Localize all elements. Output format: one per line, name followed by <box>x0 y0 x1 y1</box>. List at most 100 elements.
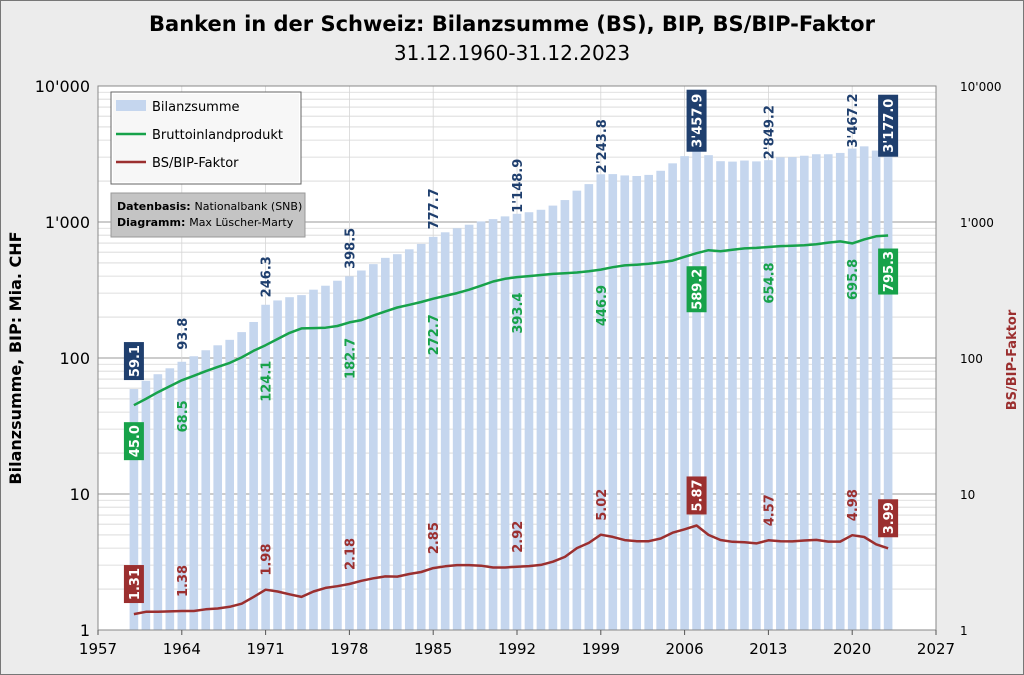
label-bs-bip-faktor-box <box>123 565 144 604</box>
label-bilanzsumme-group: 246.3 <box>260 256 275 297</box>
label-bilanzsumme-group: 3'467.2 <box>846 93 861 147</box>
label-bilanzsumme: 777.7 <box>427 188 442 229</box>
label-bs-bip-faktor: 4.57 <box>762 494 777 526</box>
label-bilanzsumme-box <box>123 342 144 381</box>
bar-bilanzsumme <box>381 257 390 630</box>
bar-bilanzsumme <box>692 148 701 631</box>
bar-bilanzsumme <box>632 175 642 630</box>
label-bilanzsumme-group: 3'177.0 <box>878 94 899 157</box>
label-bilanzsumme-group: 777.7 <box>427 188 442 229</box>
label-bs-bip-faktor-group: 1.31 <box>123 565 144 604</box>
bar-bilanzsumme <box>859 146 869 630</box>
label-bilanzsumme: 3'467.2 <box>846 93 861 147</box>
x-tick-label: 1957 <box>79 640 117 658</box>
label-bilanzsumme: 3'177.0 <box>882 99 897 153</box>
label-bruttoinlandprodukt: 393.4 <box>511 293 526 334</box>
x-tick-label: 1964 <box>163 640 201 658</box>
label-bruttoinlandprodukt-group: 124.1 <box>260 361 275 402</box>
line-bruttoinlandprodukt <box>133 234 889 407</box>
x-tick-label: 1999 <box>582 640 620 658</box>
bar-bilanzsumme <box>321 285 330 630</box>
y-tick-label-left: 10 <box>70 485 90 504</box>
bar-bilanzsumme <box>620 175 630 630</box>
y-tick-label-right: 1'000 <box>960 216 994 230</box>
label-bilanzsumme: 3'457.9 <box>691 94 706 148</box>
label-bruttoinlandprodukt: 695.8 <box>846 259 861 300</box>
x-tick-label: 1971 <box>247 640 285 658</box>
bar-bilanzsumme <box>680 156 689 630</box>
bar-bilanzsumme <box>189 356 199 630</box>
y-tick-label-left: 100 <box>59 349 90 368</box>
label-bruttoinlandprodukt: 654.8 <box>762 262 777 303</box>
label-bs-bip-faktor: 1.98 <box>260 544 275 576</box>
bar-bilanzsumme <box>333 280 342 630</box>
label-bilanzsumme-group: 59.1 <box>123 342 144 381</box>
label-bilanzsumme-box <box>686 89 707 152</box>
source-note-box <box>110 192 306 238</box>
label-bruttoinlandprodukt-box <box>123 422 144 461</box>
label-bs-bip-faktor-group: 4.57 <box>762 494 777 526</box>
y-tick-label-left: 10'000 <box>35 77 90 96</box>
bar-bilanzsumme <box>165 368 175 630</box>
label-bruttoinlandprodukt: 795.3 <box>882 251 897 292</box>
label-bs-bip-faktor-group: 4.98 <box>846 489 861 521</box>
bar-bilanzsumme <box>452 228 462 630</box>
bar-bilanzsumme <box>488 219 498 630</box>
label-bilanzsumme: 93.8 <box>176 318 191 350</box>
label-bs-bip-faktor: 4.98 <box>846 489 861 521</box>
bar-bilanzsumme <box>752 161 761 630</box>
source-note-key: Diagramm: <box>117 216 189 229</box>
bar-bilanzsumme <box>656 170 665 631</box>
line-bs-bip-faktor <box>133 524 889 616</box>
bar-bilanzsumme <box>404 249 414 631</box>
bar-bilanzsumme <box>440 232 450 630</box>
source-note-value: Max Lüscher-Marty <box>189 216 294 229</box>
label-bruttoinlandprodukt-group: 654.8 <box>762 262 777 303</box>
label-bs-bip-faktor-group: 2.85 <box>427 522 442 554</box>
label-bruttoinlandprodukt-group: 795.3 <box>878 248 899 295</box>
label-bruttoinlandprodukt-group: 446.9 <box>595 285 610 326</box>
label-bs-bip-faktor: 5.87 <box>691 479 706 511</box>
legend-label-bruttoinlandprodukt: Bruttoinlandprodukt <box>152 128 283 143</box>
bar-bilanzsumme <box>225 339 234 630</box>
bar-bilanzsumme <box>883 153 893 631</box>
source-note-line: Datenbasis: Nationalbank (SNB) <box>117 200 302 213</box>
label-bilanzsumme: 2'849.2 <box>762 105 777 159</box>
bar-bilanzsumme <box>811 154 821 630</box>
y-axis-title-right: BS/BIP-Faktor <box>1005 309 1020 410</box>
bar-bilanzsumme <box>572 190 582 631</box>
label-bilanzsumme: 2'243.8 <box>595 119 610 173</box>
bar-bilanzsumme <box>728 161 737 630</box>
bar-bilanzsumme <box>608 174 618 630</box>
bar-bilanzsumme <box>560 200 570 630</box>
label-bs-bip-faktor-group: 2.18 <box>343 538 358 570</box>
label-bs-bip-faktor: 1.31 <box>128 568 143 600</box>
bar-bilanzsumme <box>704 155 713 630</box>
y-tick-label-right: 10 <box>960 488 975 502</box>
bar-bilanzsumme <box>788 157 797 630</box>
label-bilanzsumme-group: 3'457.9 <box>686 89 707 152</box>
bar-bilanzsumme <box>500 216 510 630</box>
label-bruttoinlandprodukt: 68.5 <box>176 400 191 432</box>
label-bs-bip-faktor: 3.99 <box>882 502 897 534</box>
bar-bilanzsumme <box>297 295 306 630</box>
label-bruttoinlandprodukt: 45.0 <box>128 425 143 457</box>
source-note: Datenbasis: Nationalbank (SNB) Diagramm: … <box>110 192 306 238</box>
x-tick-label: 2020 <box>833 640 871 658</box>
label-bruttoinlandprodukt-group: 45.0 <box>123 422 144 461</box>
bar-bilanzsumme <box>596 174 606 630</box>
bar-bilanzsumme <box>740 160 749 630</box>
label-bilanzsumme: 1'148.9 <box>511 159 526 213</box>
label-bruttoinlandprodukt: 272.7 <box>427 314 442 355</box>
bar-bilanzsumme <box>536 209 546 631</box>
label-bilanzsumme-group: 398.5 <box>343 228 358 269</box>
label-bruttoinlandprodukt-box <box>878 248 899 295</box>
label-bruttoinlandprodukt-box <box>686 266 707 313</box>
label-bruttoinlandprodukt-group: 589.2 <box>686 266 707 313</box>
bar-bilanzsumme <box>823 154 833 630</box>
bar-bilanzsumme <box>416 243 426 631</box>
bar-bilanzsumme <box>129 389 139 630</box>
bar-bilanzsumme <box>800 155 809 630</box>
y-tick-label-right: 1 <box>960 624 968 638</box>
